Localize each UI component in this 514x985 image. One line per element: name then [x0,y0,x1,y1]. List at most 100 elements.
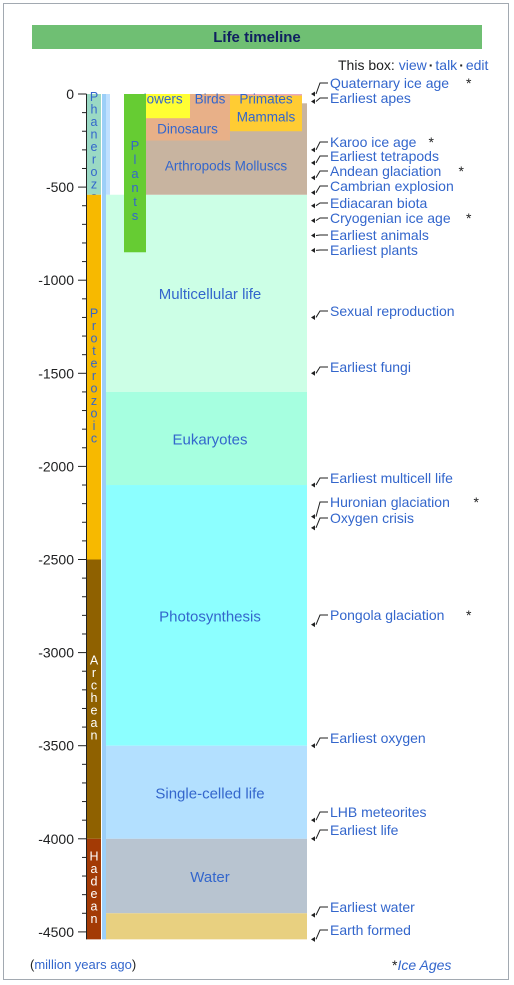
eon-letter[interactable]: o [91,406,98,420]
event-label[interactable]: Huronian glaciation [330,494,450,510]
eon-letter[interactable]: o [91,331,98,345]
event-line [315,477,328,486]
eon-letter[interactable]: c [91,431,97,445]
eon-letter[interactable]: r [92,153,96,167]
edit-link[interactable]: edit [465,57,489,73]
group-label[interactable]: Arthropods Molluscs [165,159,288,174]
event-pointer [311,141,328,153]
plants-letter[interactable]: n [131,180,138,195]
eon-band [87,194,101,560]
event-arrowhead [311,190,315,196]
event-arrowhead [311,743,315,749]
life-band-label[interactable]: Multicellular life [159,286,262,303]
event-label[interactable]: Oxygen crisis [330,510,414,526]
life-band-label[interactable]: Eukaryotes [172,431,247,448]
eon-letter[interactable]: r [92,369,96,383]
event-label[interactable]: Cryogenian ice age [330,210,451,226]
group-label[interactable]: Dinosaurs [157,121,218,136]
event-arrowhead [311,314,315,320]
plants-letter[interactable]: P [131,138,140,153]
event-label[interactable]: Earliest animals [330,227,429,243]
y-tick-label: 0 [66,86,74,102]
event-label[interactable]: Earliest life [330,822,399,838]
life-band [105,745,307,839]
plants-letter[interactable]: s [132,208,139,223]
ice-ages-link[interactable]: Ice Ages [397,957,452,973]
plants-letter[interactable]: a [131,166,139,181]
unit-open-paren: ( [30,957,35,972]
event-label[interactable]: Earliest fungi [330,359,411,375]
event-arrowhead [311,147,315,153]
plants-letter[interactable]: t [133,194,137,209]
eon-letter[interactable]: a [91,716,98,730]
talk-link[interactable]: talk [435,57,458,73]
eon-letter[interactable]: r [92,319,96,333]
life-band [105,391,307,486]
eon-letter[interactable]: e [91,887,98,901]
event-label[interactable]: Earth formed [330,922,411,938]
eon-letter[interactable]: z [91,394,97,408]
y-tick-label: -2500 [38,552,74,568]
eon-letter[interactable]: r [92,666,96,680]
eon-letter[interactable]: h [91,691,98,705]
plants-letter[interactable]: l [134,152,137,167]
event-line [315,614,328,625]
group-label[interactable]: Birds [195,92,226,107]
eon-letter[interactable]: a [91,862,98,876]
event-label[interactable]: Karoo ice age [330,134,417,150]
event-label[interactable]: Earliest tetrapods [330,148,439,164]
eon-letter[interactable]: t [92,344,96,358]
event-arrowhead [311,203,315,209]
eon-letter[interactable]: h [91,103,98,117]
eon-letter[interactable]: A [90,653,99,667]
event-line [315,366,328,374]
eon-letter[interactable]: n [91,912,98,926]
eon-letter[interactable]: P [90,306,98,320]
event-label[interactable]: Earliest apes [330,90,411,106]
event-label[interactable]: Pongola glaciation [330,607,444,623]
eon-letter[interactable]: a [91,900,98,914]
event-arrowhead [311,912,315,918]
eon-letter[interactable]: n [91,128,98,142]
event-label[interactable]: Andean glaciation [330,163,441,179]
eon-letter[interactable]: n [91,728,98,742]
event-label[interactable]: Earliest plants [330,242,418,258]
event-label[interactable]: Earliest oxygen [330,730,426,746]
event-label[interactable]: Sexual reproduction [330,303,455,319]
event-line [315,310,328,318]
life-band [105,838,307,914]
y-tick-label: -500 [46,179,74,195]
event-pointer [311,310,328,320]
eon-letter[interactable]: H [89,850,98,864]
life-band-label[interactable]: Photosynthesis [159,608,261,625]
ice-age-marker: * [466,210,472,226]
eon-letter[interactable]: c [91,678,97,692]
event-label[interactable]: Earliest multicell life [330,470,453,486]
event-label[interactable]: Ediacaran biota [330,195,428,211]
eon-letter[interactable]: P [90,90,98,104]
y-tick-label: -1500 [38,365,74,381]
event-label[interactable]: Earliest water [330,899,415,915]
event-line [315,217,328,222]
eon-letter[interactable]: i [93,419,96,433]
eon-letter[interactable]: d [91,875,98,889]
event-line [315,929,328,940]
eon-letter[interactable]: z [91,178,97,192]
y-tick-label: -4500 [38,924,74,940]
group-label[interactable]: Flowers [135,92,183,107]
eon-letter[interactable]: e [91,703,98,717]
eon-letter[interactable]: a [91,115,98,129]
event-label[interactable]: Cambrian explosion [330,178,454,194]
event-label[interactable]: Quaternary ice age [330,75,449,91]
group-label[interactable]: Primates [239,92,293,107]
unit-label[interactable]: million years ago [34,957,132,972]
eon-letter[interactable]: o [91,165,98,179]
life-band-label[interactable]: Water [190,869,229,886]
view-link[interactable]: view [398,57,427,73]
eon-letter[interactable]: e [91,356,98,370]
group-label[interactable]: Mammals [237,109,296,124]
eon-letter[interactable]: e [91,140,98,154]
event-label[interactable]: LHB meteorites [330,804,426,820]
life-band-label[interactable]: Single-celled life [155,785,264,802]
eon-letter[interactable]: o [91,381,98,395]
